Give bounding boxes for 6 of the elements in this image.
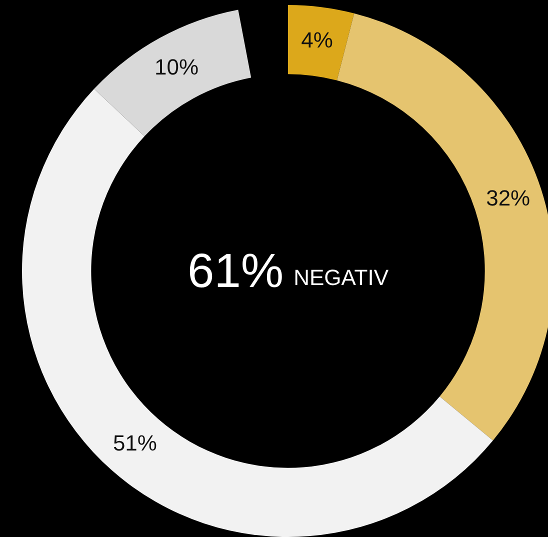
text: NEGATIV <box>294 265 389 290</box>
data-label: 10% <box>154 54 199 80</box>
text: 61% <box>187 245 284 298</box>
data-label: 51% <box>112 430 157 456</box>
data-label: 32% <box>486 186 530 211</box>
data-label: 4% <box>301 27 333 52</box>
